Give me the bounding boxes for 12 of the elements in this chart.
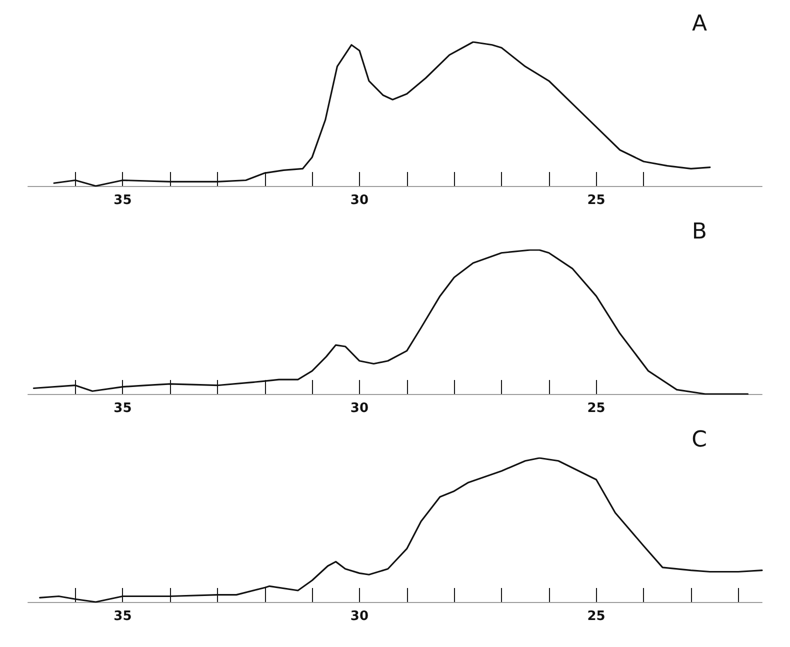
chart-title: B: [692, 220, 707, 244]
chart-title: A: [692, 12, 708, 36]
x-tick-label: 30: [350, 609, 369, 624]
x-tick-label: 30: [350, 401, 369, 416]
chart-title: C: [692, 428, 708, 452]
x-tick-label: 25: [587, 609, 606, 624]
x-tick-label: 35: [114, 193, 132, 208]
x-tick-label: 35: [114, 401, 132, 416]
x-tick-label: 30: [350, 193, 369, 208]
x-tick-label: 35: [114, 609, 132, 624]
x-tick-label: 25: [587, 193, 606, 208]
x-tick-label: 25: [587, 401, 606, 416]
